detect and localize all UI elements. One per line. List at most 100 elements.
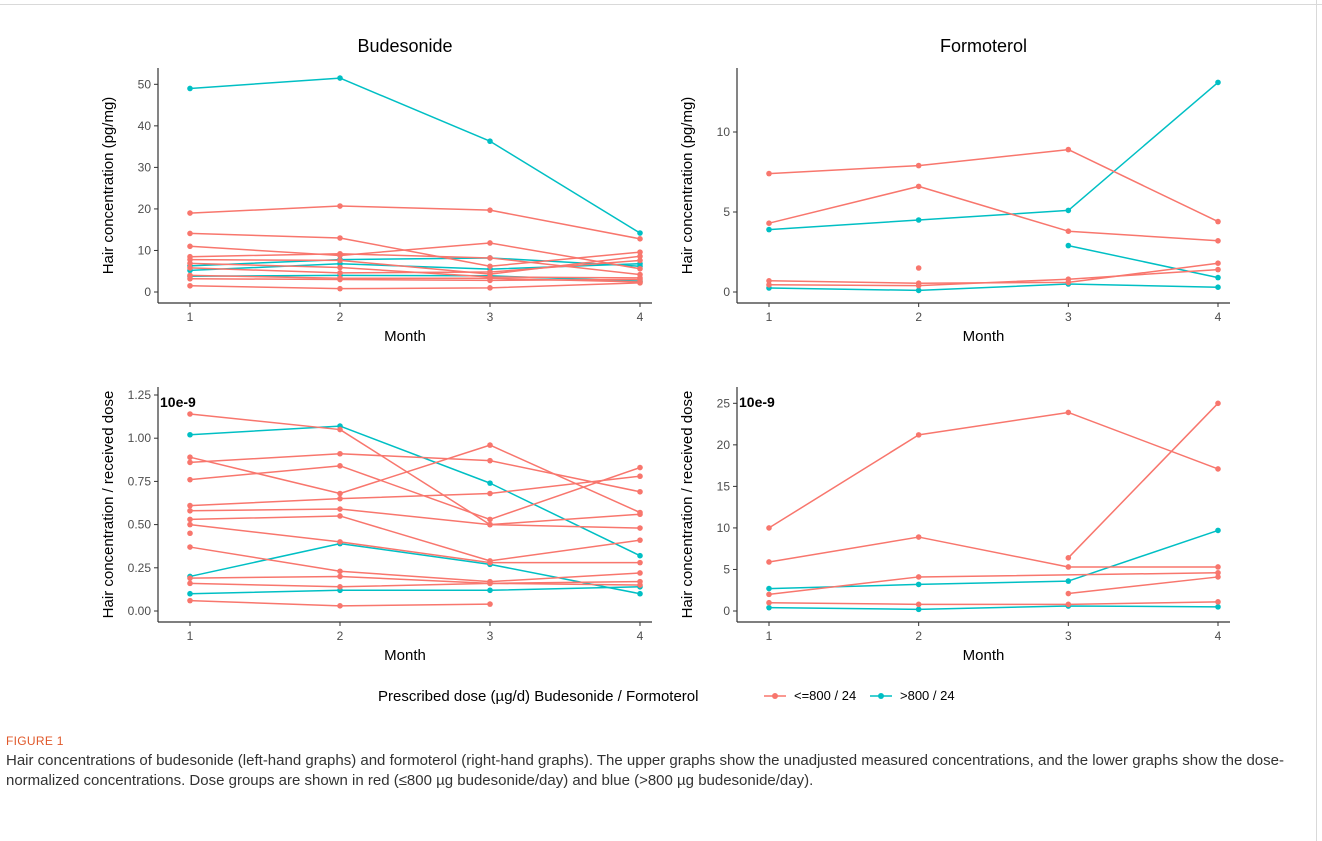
data-point [1215,564,1221,570]
data-point [1065,564,1072,570]
series-line [189,444,641,514]
y-tick-label: 0.25 [128,561,152,575]
data-point [487,516,493,523]
series-line [189,232,641,267]
series-8 [915,265,922,271]
chart-panel-3: 10e-9 0.00 0.25 0.50 0.75 1.00 1.25 1 2 3 4 Month Ha… [100,387,652,664]
y-axis-title: Hair concentration (pg/mg) [100,97,117,275]
series-11 [187,257,643,276]
x-tick-label: 3 [487,310,494,324]
y-tick-label: 30 [138,160,152,174]
data-point [1215,400,1221,407]
x-tick-label: 2 [915,310,922,324]
series-9 [187,506,643,531]
data-point [637,265,643,272]
data-point [637,582,643,588]
y-tick-label: 10 [717,125,731,139]
data-point [637,590,643,597]
data-point [637,236,643,242]
x-tick-label: 2 [915,629,922,643]
data-point [766,170,772,177]
legend-key-marker [772,693,778,699]
series-line [768,529,1219,590]
data-point [915,606,922,613]
data-point [187,590,193,597]
x-tick-label: 4 [1215,310,1222,324]
y-tick-label: 10 [138,243,152,257]
series-7 [766,599,1221,608]
data-point [1215,218,1221,225]
y-tick-label: 1.00 [128,431,152,445]
data-point [337,584,343,590]
data-point [487,442,493,448]
data-point [637,559,643,566]
data-point [1065,601,1072,608]
series-16 [187,530,193,537]
series-6 [1065,574,1221,597]
data-point [1065,146,1072,153]
data-point [637,257,643,264]
x-tick-label: 3 [1065,629,1072,643]
series-1 [766,79,1221,233]
data-point [1065,555,1072,561]
series-line [768,185,1219,242]
series-2 [1065,242,1221,281]
series-line [768,283,1219,292]
data-point [915,574,922,580]
data-point [187,411,193,417]
series-line [768,148,1219,223]
series-8 [187,473,643,509]
data-point [337,426,343,433]
series-3 [766,409,1221,531]
series-line [189,582,641,588]
data-point [915,287,922,294]
y-tick-label: 0 [723,285,730,299]
data-point [637,509,643,516]
data-point [766,226,772,233]
data-point [337,539,343,545]
x-axis-title: Month [963,647,1005,664]
data-point [766,278,772,284]
data-point [337,235,343,241]
series-line [768,601,1219,606]
data-point [1065,242,1072,249]
data-point [187,580,193,587]
series-line [189,282,641,290]
data-point [1215,466,1221,472]
data-point [337,75,343,81]
data-point [487,285,493,291]
figure-caption: FIGURE 1 Hair concentrations of budesoni… [6,734,1306,791]
data-point [187,265,193,271]
series-line [768,268,1219,287]
data-point [915,162,922,169]
series-14 [187,280,643,292]
legend-title: Prescribed dose (µg/d) Budesonide / Form… [378,688,698,705]
series-line [189,523,640,564]
data-point [1215,604,1221,610]
data-point [337,285,343,292]
x-tick-label: 2 [337,310,344,324]
data-point [487,255,493,261]
y-tick-label: 0.00 [128,604,152,618]
data-point [487,277,493,284]
series-line [189,546,641,583]
series-line [1067,402,1219,559]
series-4 [766,146,1221,225]
series-line [189,274,641,282]
data-point [915,282,922,289]
series-5 [1065,400,1221,561]
x-tick-label: 1 [187,629,194,643]
data-point [637,464,643,471]
data-point [337,490,343,497]
data-point [187,544,193,550]
data-point [487,457,493,464]
data-point [915,183,922,190]
data-point [637,570,643,576]
y-tick-label: 0.50 [128,518,152,532]
y-tick-label: 20 [138,202,152,216]
x-tick-label: 3 [1065,310,1072,324]
data-point [487,580,493,587]
scale-label: 10e-9 [739,394,775,410]
data-point [915,217,922,223]
data-point [766,599,772,606]
